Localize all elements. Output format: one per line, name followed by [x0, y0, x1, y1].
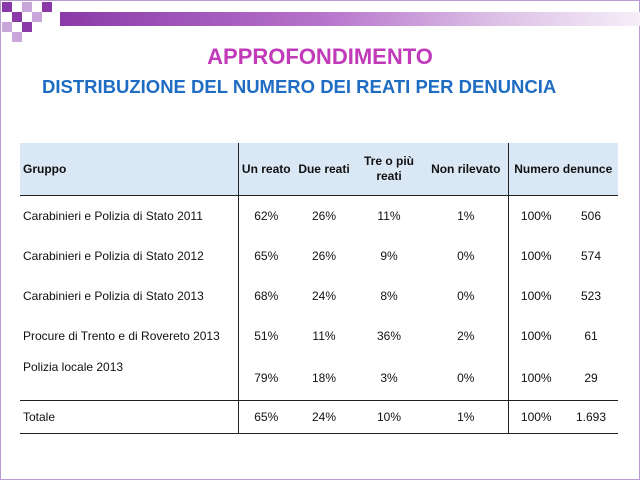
cell-percent-total: 100% — [520, 329, 552, 343]
cell-percent-total: 100% — [520, 371, 552, 385]
table-row: Carabinieri e Polizia di Stato 2013 68% … — [20, 276, 618, 316]
table-header-row: Gruppo Un reato Due reati Tre o più reat… — [20, 143, 619, 196]
cell-three-plus-crimes: 9% — [380, 249, 398, 263]
cell-total-label: Totale — [20, 400, 239, 434]
col-header-not-recorded: Non rilevato — [424, 143, 509, 196]
decor-square — [2, 22, 12, 32]
cell-one-crime: 68% — [254, 289, 279, 303]
cell-group: Procure di Trento e di Rovereto 2013 — [20, 316, 239, 356]
cell-two-crimes: 24% — [311, 289, 337, 303]
cell-three-plus-crimes: 10% — [354, 400, 424, 434]
cell-percent-total: 100% — [520, 249, 552, 263]
cell-report-count: 574 — [580, 249, 602, 263]
cell-percent-total: 100% — [520, 209, 552, 223]
data-table-container: Gruppo Un reato Due reati Tre o più reat… — [20, 143, 619, 434]
cell-three-plus-crimes: 11% — [377, 209, 401, 223]
cell-three-plus-crimes: 3% — [380, 371, 398, 385]
cell-one-crime: 79% — [254, 371, 279, 385]
cell-group: Carabinieri e Polizia di Stato 2013 — [20, 276, 239, 316]
cell-not-recorded: 1% — [424, 195, 509, 236]
cell-report-count: 1.693 — [564, 400, 619, 434]
col-header-group: Gruppo — [20, 143, 239, 196]
decor-square — [22, 2, 32, 12]
cell-report-count: 61 — [584, 329, 598, 343]
cell-one-crime: 51% — [254, 329, 279, 343]
header-gradient-bar — [60, 12, 640, 26]
cell-not-recorded: 0% — [424, 236, 509, 276]
cell-report-count: 523 — [580, 289, 602, 303]
cell-not-recorded: 2% — [424, 316, 509, 356]
cell-two-crimes: 11% — [312, 329, 336, 343]
cell-report-count: 506 — [580, 209, 602, 223]
cell-one-crime: 62% — [254, 209, 279, 223]
cell-percent-total: 100% — [508, 400, 564, 434]
slide-title: APPROFONDIMENTO — [207, 44, 433, 69]
decor-square — [32, 12, 42, 22]
cell-group: Polizia locale 2013 — [20, 356, 239, 401]
decor-square — [12, 12, 22, 22]
cell-two-crimes: 26% — [311, 249, 337, 263]
decor-square — [12, 32, 22, 42]
slide-subtitle: DISTRIBUZIONE DEL NUMERO DEI REATI PER D… — [42, 76, 557, 97]
table-row: Carabinieri e Polizia di Stato 2011 62% … — [20, 195, 618, 236]
cell-not-recorded: 0% — [424, 356, 509, 401]
table-row: Procure di Trento e di Rovereto 2013 51%… — [20, 316, 618, 356]
table-row: Polizia locale 2013 79% 18% 3% 0% 100% 2… — [20, 356, 618, 401]
cell-not-recorded: 1% — [424, 400, 509, 434]
decor-square — [42, 2, 52, 12]
table-row: Carabinieri e Polizia di Stato 2012 65% … — [20, 236, 618, 276]
cell-three-plus-crimes: 8% — [380, 289, 398, 303]
col-header-two-crimes: Due reati — [294, 143, 354, 196]
cell-percent-total: 100% — [520, 289, 552, 303]
table-total-row: Totale 65% 24% 10% 1% 100% 1.693 — [20, 400, 619, 434]
cell-one-crime: 65% — [254, 249, 279, 263]
cell-two-crimes: 24% — [294, 400, 354, 434]
col-header-one-crime: Un reato — [238, 143, 294, 196]
col-header-three-plus-crimes: Tre o più reati — [354, 143, 424, 196]
crime-distribution-table: Gruppo Un reato Due reati Tre o più reat… — [20, 143, 619, 434]
cell-not-recorded: 0% — [424, 276, 509, 316]
col-header-number-of-reports: Numero denunce — [508, 143, 619, 196]
cell-group: Carabinieri e Polizia di Stato 2012 — [20, 236, 239, 276]
cell-group: Carabinieri e Polizia di Stato 2011 — [20, 195, 239, 236]
cell-three-plus-crimes: 36% — [376, 329, 402, 343]
cell-two-crimes: 26% — [311, 209, 337, 223]
decor-square — [22, 22, 32, 32]
cell-one-crime: 65% — [238, 400, 294, 434]
cell-two-crimes: 18% — [311, 371, 337, 385]
decor-square — [2, 2, 12, 12]
cell-report-count: 29 — [584, 371, 598, 385]
